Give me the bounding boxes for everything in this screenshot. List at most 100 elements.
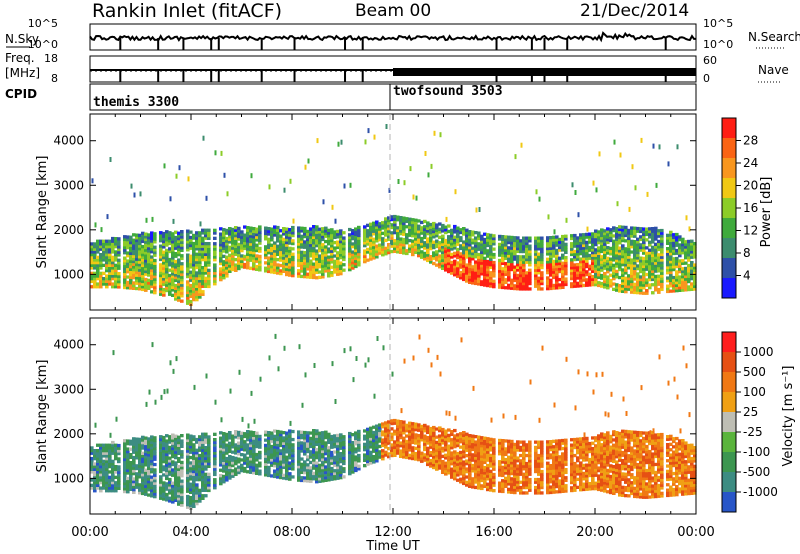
heatmap-cell <box>633 253 637 257</box>
heatmap-cell <box>150 239 154 243</box>
heatmap-cell <box>174 488 178 492</box>
heatmap-cell <box>483 256 487 260</box>
scatter-echo <box>676 144 679 150</box>
heatmap-cell <box>282 251 286 255</box>
heatmap-cell <box>633 288 637 292</box>
heatmap-cell <box>234 456 238 460</box>
scatter-echo <box>139 191 142 197</box>
heatmap-cell <box>123 277 127 282</box>
heatmap-cell <box>450 271 454 275</box>
heatmap-cell <box>291 260 295 264</box>
heatmap-cell <box>528 287 532 291</box>
heatmap-cell <box>117 280 121 284</box>
heatmap-cell <box>456 231 460 236</box>
heatmap-cell <box>207 440 211 444</box>
heatmap-cell <box>357 239 361 243</box>
heatmap-cell <box>441 256 445 260</box>
heatmap-cell <box>342 453 346 458</box>
heatmap-cell <box>660 236 664 241</box>
heatmap-cell <box>246 247 250 251</box>
heatmap-cell <box>126 479 130 483</box>
heatmap-cell <box>147 265 151 269</box>
heatmap-cell <box>114 266 118 270</box>
heatmap-cell <box>681 261 685 265</box>
heatmap-cell <box>465 255 469 259</box>
heatmap-cell <box>132 472 136 476</box>
heatmap-cell <box>219 431 223 435</box>
heatmap-cell <box>267 457 271 461</box>
heatmap-cell <box>195 499 199 503</box>
heatmap-cell <box>612 274 616 278</box>
heatmap-cell <box>492 268 496 273</box>
heatmap-cell <box>177 245 181 249</box>
heatmap-cell <box>459 236 463 240</box>
heatmap-cell <box>519 279 523 283</box>
heatmap-cell <box>456 266 460 270</box>
heatmap-cell <box>180 487 184 491</box>
heatmap-cell <box>306 272 310 276</box>
heatmap-cell <box>420 220 424 225</box>
scatter-echo <box>430 163 433 169</box>
heatmap-cell <box>111 489 115 493</box>
heatmap-cell <box>690 250 694 254</box>
heatmap-cell <box>507 256 511 261</box>
heatmap-cell <box>237 452 241 456</box>
heatmap-cell <box>597 262 601 266</box>
heatmap-cell <box>165 444 169 449</box>
heatmap-cell <box>297 451 301 456</box>
heatmap-cell <box>489 284 493 288</box>
heatmap-cell <box>282 253 286 257</box>
heatmap-cell <box>534 257 538 262</box>
heatmap-cell <box>192 469 196 474</box>
heatmap-cell <box>105 263 109 267</box>
heatmap-cell <box>603 245 607 249</box>
heatmap-cell <box>399 237 403 241</box>
heatmap-cell <box>258 456 262 460</box>
heatmap-cell <box>594 261 598 265</box>
heatmap-cell <box>498 261 502 265</box>
heatmap-cell <box>186 256 190 260</box>
heatmap-cell <box>498 248 502 252</box>
heatmap-cell <box>189 273 193 277</box>
heatmap-cell <box>237 258 241 263</box>
heatmap-cell <box>144 436 148 440</box>
heatmap-cell <box>327 268 331 273</box>
heatmap-cell <box>636 277 640 281</box>
heatmap-cell <box>339 470 343 474</box>
heatmap-cell <box>606 232 610 236</box>
heatmap-cell <box>150 443 154 447</box>
heatmap-cell <box>354 468 358 473</box>
heatmap-cell <box>108 239 112 243</box>
heatmap-cell <box>459 246 463 251</box>
heatmap-cell <box>102 446 106 450</box>
heatmap-cell <box>675 270 679 274</box>
heatmap-cell <box>402 232 406 236</box>
heatmap-cell <box>621 233 625 237</box>
heatmap-cell <box>225 435 229 439</box>
heatmap-cell <box>402 229 406 234</box>
heatmap-cell <box>255 431 259 435</box>
heatmap-cell <box>333 246 337 250</box>
heatmap-cell <box>651 272 655 276</box>
heatmap-cell <box>195 467 199 471</box>
heatmap-cell <box>441 237 445 241</box>
heatmap-cell <box>369 442 373 446</box>
heatmap-cell <box>282 452 286 456</box>
heatmap-cell <box>639 227 643 231</box>
heatmap-cell <box>477 282 481 286</box>
heatmap-cell <box>228 232 232 236</box>
heatmap-cell <box>456 239 460 244</box>
heatmap-cell <box>162 250 166 254</box>
heatmap-cell <box>621 249 625 253</box>
heatmap-cell <box>324 248 328 252</box>
heatmap-cell <box>252 439 256 443</box>
heatmap-cell <box>588 280 592 284</box>
heatmap-cell <box>102 258 106 262</box>
heatmap-cell <box>597 257 601 261</box>
heatmap-cell <box>570 234 574 238</box>
heatmap-cell <box>411 218 415 222</box>
heatmap-cell <box>576 265 580 269</box>
heatmap-cell <box>234 231 238 235</box>
heatmap-cell <box>192 233 196 238</box>
heatmap-cell <box>513 273 517 277</box>
